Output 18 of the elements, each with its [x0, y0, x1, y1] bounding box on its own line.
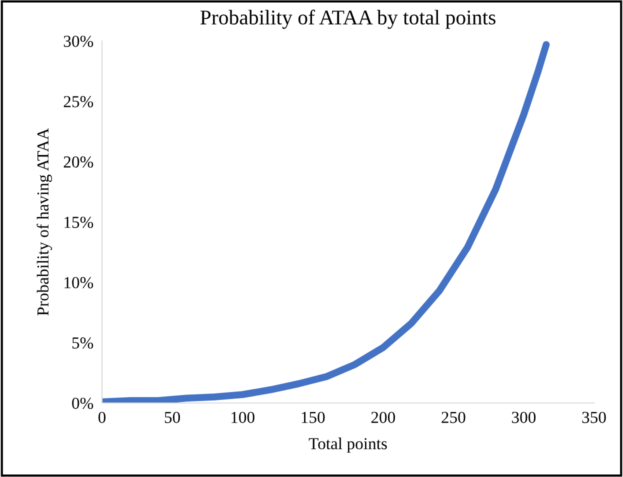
x-tick-label: 100: [232, 412, 254, 424]
x-tick-label: 200: [371, 412, 396, 424]
x-tick-label: 350: [582, 412, 606, 424]
y-tick-label: 5%: [72, 337, 94, 349]
y-tick-label: 15%: [64, 216, 94, 228]
x-axis-title: Total points: [308, 438, 387, 453]
x-tick-label: 0: [98, 412, 106, 424]
y-tick-label: 25%: [64, 96, 94, 108]
y-tick-label: 20%: [64, 156, 94, 168]
x-tick-label: 300: [512, 412, 536, 424]
y-tick-label: 10%: [64, 277, 94, 288]
x-tick-label: 150: [302, 412, 325, 424]
y-axis-title: Probability of having ATAA: [36, 128, 52, 316]
chart-title: Probability of ATAA by total points: [200, 10, 496, 29]
y-tick-label: 0%: [72, 398, 94, 409]
y-tick-label: 30%: [64, 36, 94, 47]
x-tick-label: 250: [442, 412, 466, 424]
x-tick-label: 50: [164, 412, 180, 424]
